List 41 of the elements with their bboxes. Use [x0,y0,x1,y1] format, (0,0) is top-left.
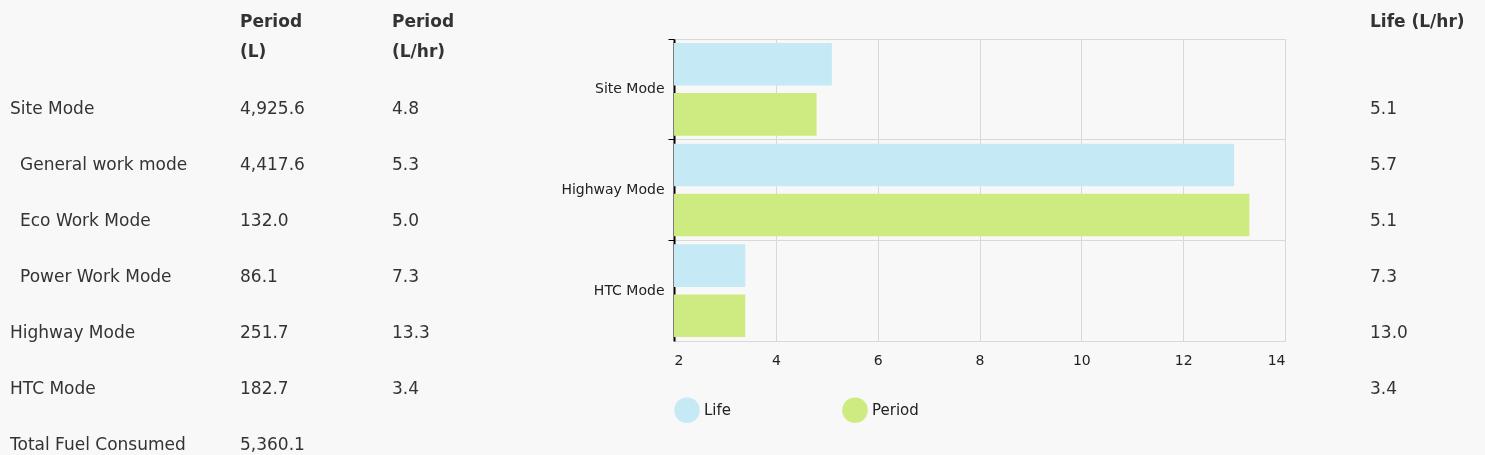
y-tick-label: Highway Mode [561,181,665,197]
data-label: 5.0 [392,209,420,232]
data-label: 5,360.1 [240,433,305,455]
data-label: 5.1 [1370,209,1398,232]
legend-label: Period [872,401,919,420]
legend-label: Life [704,401,732,420]
data-label: 5.7 [1370,153,1398,176]
data-label: 4,417.6 [240,153,305,176]
data-label: 182.7 [240,377,289,400]
category-label: Site Mode [10,97,95,120]
x-tick-label: 4 [771,351,781,368]
data-label: 132.0 [240,209,289,232]
data-label: 3.4 [392,377,420,400]
data-label: 5.3 [392,153,420,176]
x-tick-label: 10 [1072,351,1091,368]
category-label: Highway Mode [10,321,136,344]
category-label: General work mode [20,153,188,176]
x-tick-label: 14 [1267,351,1286,368]
y-tick-label: Site Mode [595,80,665,97]
x-tick-label: 6 [873,351,883,368]
data-label: 7.3 [1370,265,1398,288]
x-tick-label: 2 [674,351,684,368]
data-label: 251.7 [240,321,289,344]
category-label: HTC Mode [10,377,96,400]
data-label: 5.1 [1370,97,1398,120]
text: Life (L/hr) [1370,10,1466,33]
data-label: 13.3 [392,321,430,344]
data-label: 3.4 [1370,377,1398,400]
category-label: Eco Work Mode [20,209,151,232]
text: Period (L) [240,10,304,63]
data-label: 13.0 [1370,321,1408,344]
y-tick-label: HTC Mode [593,281,665,298]
data-label: 4.8 [392,97,420,120]
category-label: Total Fuel Consumed [10,433,186,455]
data-label: 4,925.6 [240,97,305,120]
x-tick-label: 8 [975,351,985,368]
text: Period (L/hr) [392,10,456,63]
category-label: Power Work Mode [20,265,172,288]
x-tick-label: 12 [1174,351,1193,368]
data-label: 86.1 [240,265,278,288]
data-label: 7.3 [392,265,420,288]
